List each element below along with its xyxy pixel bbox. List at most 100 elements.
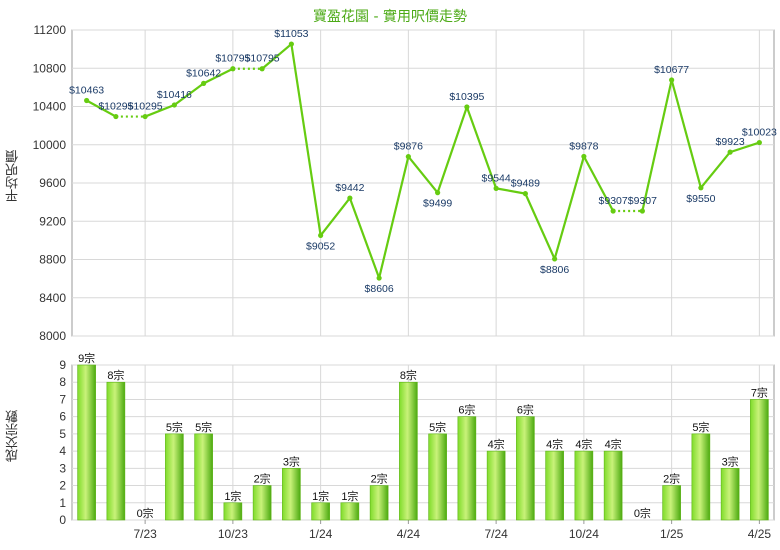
price-data-label: $10677: [654, 64, 689, 76]
count-data-label: 5宗: [166, 420, 183, 434]
price-line-segment: [378, 156, 410, 279]
price-point: [84, 97, 90, 104]
price-point: [727, 149, 733, 155]
count-data-label: 8宗: [107, 368, 124, 382]
price-data-label: $9923: [716, 136, 745, 148]
x-tick-label: 1/25: [660, 527, 684, 541]
price-line-segment: [729, 141, 760, 154]
price-data-label: $8606: [365, 283, 394, 295]
count-bar: [428, 433, 447, 521]
count-data-label: 3宗: [722, 454, 739, 468]
price-data-label: $10463: [69, 84, 104, 96]
count-data-label: 4宗: [575, 437, 592, 451]
price-data-label: $10295: [128, 101, 163, 113]
x-tick-label: 1/24: [309, 527, 333, 541]
price-data-label: $10023: [742, 127, 777, 139]
price-tick-label: 10800: [33, 61, 67, 75]
price-data-label: $9550: [686, 193, 715, 205]
count-data-label: 2宗: [254, 472, 271, 486]
price-line-segment: [290, 43, 322, 236]
count-bar: [750, 399, 769, 521]
price-line-segment: [465, 106, 498, 189]
x-tick-label: 10/24: [569, 527, 599, 541]
count-data-label: 3宗: [283, 454, 300, 468]
count-tick-label: 7: [59, 392, 66, 406]
price-line-segment: [670, 79, 702, 189]
count-bar: [106, 381, 126, 521]
price-tick-label: 11200: [34, 23, 67, 37]
count-bar: [165, 433, 184, 521]
price-point: [464, 104, 470, 110]
count-data-label: 7宗: [751, 385, 768, 399]
price-point: [435, 190, 441, 196]
price-point: [318, 232, 324, 239]
count-data-label: 0宗: [137, 506, 154, 520]
price-point: [405, 154, 411, 160]
count-data-label: 5宗: [692, 420, 709, 434]
count-bar: [486, 450, 506, 521]
count-bar: [691, 433, 711, 521]
chart-title: 寶盈花園 - 實用呎價走勢: [313, 9, 467, 25]
price-data-label: $9489: [511, 178, 540, 190]
price-point: [610, 208, 616, 214]
price-data-label: $10295: [98, 101, 133, 113]
count-tick-label: 8: [59, 375, 66, 389]
price-data-label: $11053: [274, 28, 308, 40]
price-tick-label: 9600: [39, 176, 66, 190]
count-data-label: 9宗: [78, 351, 95, 365]
count-bar: [399, 381, 418, 521]
price-line-segment: [436, 106, 468, 194]
count-tick-label: 5: [59, 427, 66, 441]
count-data-label: 1宗: [312, 489, 329, 503]
price-point: [756, 139, 762, 146]
price-line-segment: [582, 155, 615, 212]
count-data-label: 6宗: [517, 403, 534, 417]
price-line-segment: [144, 103, 175, 118]
count-bar: [574, 450, 594, 521]
price-point: [113, 113, 119, 120]
count-data-label: 6宗: [458, 403, 475, 417]
x-tick-label: 7/24: [484, 527, 508, 541]
price-data-label: $9052: [306, 240, 335, 252]
count-bar: [194, 433, 213, 521]
count-bar: [77, 364, 96, 521]
price-data-label: $10416: [157, 89, 192, 101]
price-point: [288, 41, 294, 47]
count-data-label: 4宗: [546, 437, 563, 451]
count-data-label: 8宗: [400, 368, 417, 382]
count-tick-label: 9: [59, 358, 66, 372]
count-tick-label: 6: [59, 410, 66, 424]
price-data-label: $8806: [540, 264, 569, 276]
count-bar: [340, 502, 360, 521]
price-tick-label: 10000: [33, 138, 67, 152]
price-line-segment: [348, 197, 381, 279]
price-tick-label: 8000: [39, 329, 66, 343]
count-bar: [603, 450, 623, 521]
price-point: [201, 80, 207, 86]
x-tick-label: 10/23: [218, 527, 248, 541]
count-data-label: 0宗: [634, 506, 651, 520]
count-data-label: 1宗: [341, 489, 358, 503]
x-tick-label: 4/24: [397, 527, 421, 541]
price-line-segment: [553, 156, 585, 260]
price-data-label: $10795: [245, 53, 280, 65]
price-point: [522, 191, 528, 197]
price-data-label: $9307: [599, 195, 628, 207]
price-data-label: $10795: [215, 53, 250, 65]
price-tick-label: 10400: [33, 100, 67, 114]
count-bar: [223, 502, 243, 521]
count-bar: [516, 416, 535, 521]
price-data-label: $9499: [423, 198, 452, 210]
count-bar: [545, 450, 564, 521]
count-bar: [282, 468, 301, 521]
count-data-label: 2宗: [371, 472, 388, 486]
price-point: [552, 256, 558, 262]
price-point: [347, 195, 353, 201]
count-bar: [311, 502, 330, 521]
count-data-label: 5宗: [195, 420, 212, 434]
count-bar: [369, 485, 389, 521]
count-tick-label: 4: [59, 444, 66, 458]
price-point: [259, 66, 265, 72]
price-tick-label: 8800: [39, 253, 66, 267]
